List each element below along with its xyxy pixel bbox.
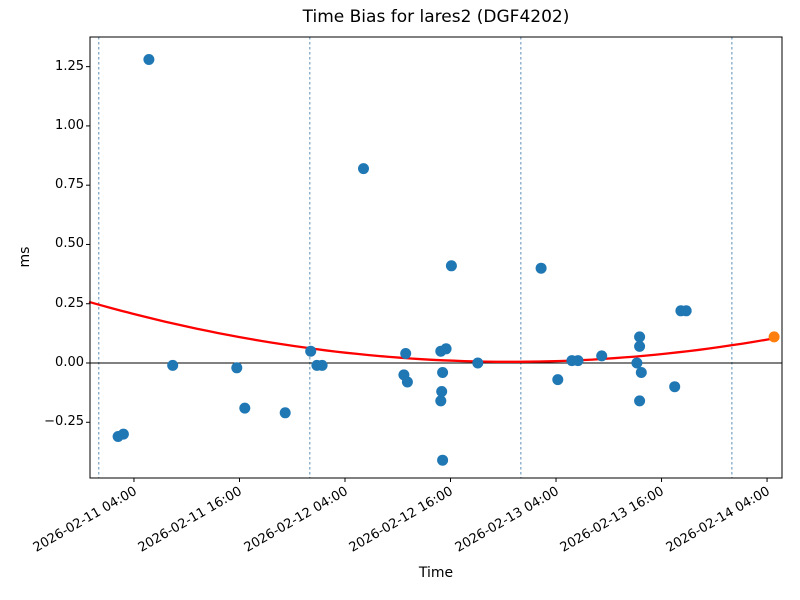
data-point [596,350,608,362]
data-point [437,454,449,466]
y-axis-label: ms [17,246,33,268]
y-tick-label: 0.75 [55,177,84,193]
y-tick-label: 1.00 [55,117,84,133]
data-point [143,54,155,65]
data-point [634,340,646,352]
data-point [437,367,449,378]
data-point [435,395,447,407]
data-point [436,386,448,397]
data-point [167,359,179,371]
data-point [669,381,681,393]
y-tick-label: 0.25 [55,295,84,311]
data-point [680,305,692,317]
latest-data-point [768,331,780,343]
x-axis-label: Time [418,565,454,581]
data-point [634,395,646,407]
y-tick-label: 0.50 [55,236,84,252]
data-point [634,331,646,343]
data-point [279,407,291,419]
data-point [401,376,413,388]
data-point [635,367,647,378]
y-tick-label: 0.00 [55,355,84,370]
axes-frame [89,36,783,479]
data-point [472,357,484,369]
data-point [572,355,584,367]
data-point [631,357,643,369]
data-point [535,262,547,274]
data-point [305,345,317,357]
data-point [239,402,251,414]
y-tick-label: −0.25 [44,414,84,430]
data-point [445,260,457,272]
fit-curve [88,301,776,363]
data-point [231,362,243,374]
data-point [117,428,129,440]
y-tick-label: 1.25 [55,58,84,74]
data-point [316,359,328,371]
data-point [400,348,412,359]
chart-title: Time Bias for lares2 (DGF4202) [302,7,570,27]
data-point [440,343,452,355]
data-point [358,163,369,175]
data-point [552,374,564,386]
